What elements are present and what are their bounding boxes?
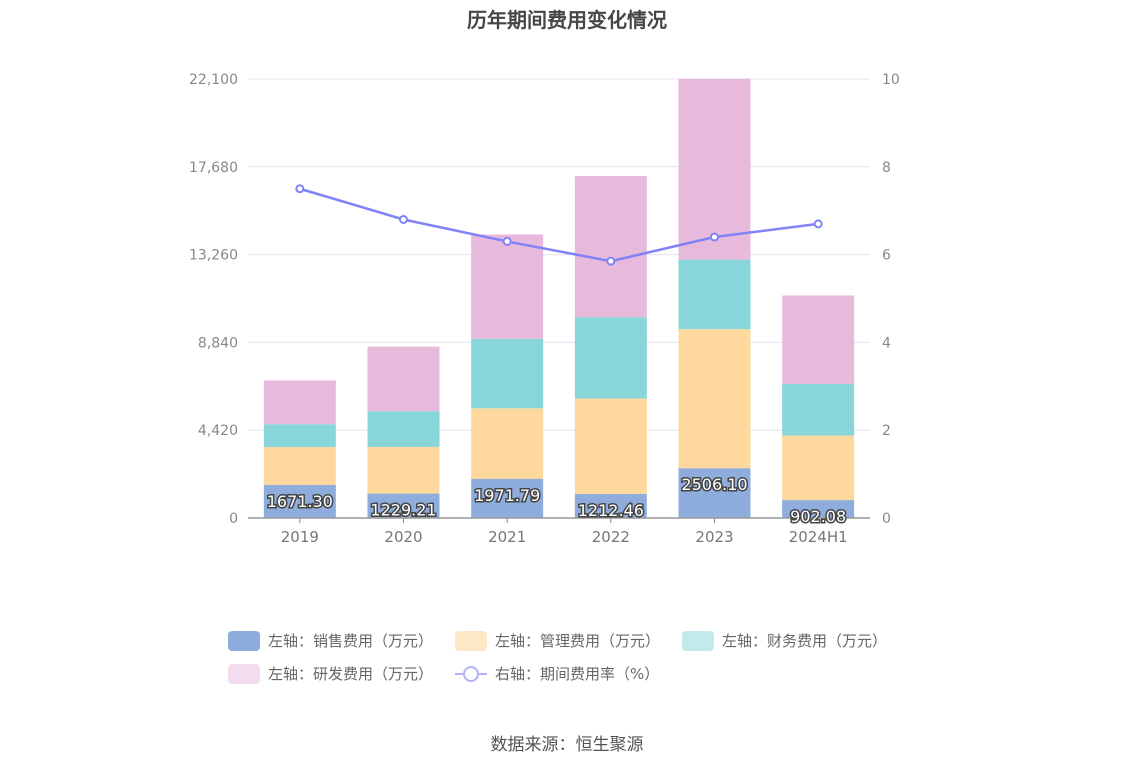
- bar-segment-sales: [782, 500, 855, 518]
- y-left-tick-label: 0: [229, 511, 238, 527]
- bar-data-label: 1671.30: [267, 492, 333, 511]
- bar-segment-finance: [574, 317, 647, 399]
- bar-segment-finance: [367, 411, 440, 447]
- x-tick-label: 2023: [695, 528, 733, 546]
- y-left-tick-label: 22,100: [189, 72, 238, 88]
- bar-segment-rnd: [782, 295, 855, 384]
- x-tick-label: 2020: [384, 528, 422, 546]
- legend-item-sales[interactable]: 左轴：销售费用（万元）: [228, 630, 433, 651]
- bar-segment-rnd: [367, 346, 440, 412]
- legend-label-rnd: 左轴：研发费用（万元）: [268, 665, 434, 683]
- bar-segment-sales: [471, 478, 544, 518]
- bar-segment-rnd: [574, 176, 647, 318]
- bar-segment-admin: [574, 398, 647, 494]
- y-left-tick-label: 4,420: [198, 423, 238, 439]
- legend-label-sales: 左轴：销售费用（万元）: [268, 632, 434, 650]
- x-tick-label: 2024H1: [789, 528, 848, 546]
- legend-swatch-admin: [455, 630, 488, 651]
- legend-label-admin: 左轴：管理费用（万元）: [495, 632, 661, 650]
- bar-segment-sales: [678, 468, 751, 518]
- legend-label-rate: 右轴：期间费用率（%）: [495, 665, 660, 683]
- y-left-tick-label: 17,680: [189, 160, 238, 176]
- rate-point: [710, 232, 719, 242]
- legend-swatch-sales: [228, 630, 260, 651]
- legend: 左轴：销售费用（万元） 左轴：管理费用（万元） 左轴：财务费用（万元） 左轴：研…: [228, 630, 928, 696]
- bar-segment-finance: [782, 383, 855, 436]
- bar-segment-finance: [678, 259, 751, 330]
- bar-segment-sales: [367, 493, 440, 518]
- legend-item-finance[interactable]: 左轴：财务费用（万元）: [682, 630, 887, 651]
- rate-point: [813, 219, 823, 229]
- legend-swatch-finance: [682, 630, 715, 651]
- bar-data-label: 1229.21: [370, 501, 436, 520]
- legend-item-admin[interactable]: 左轴：管理费用（万元）: [455, 630, 660, 651]
- y-right-tick-label: 8: [882, 160, 891, 176]
- data-source: 数据来源：恒生聚源: [490, 735, 644, 755]
- y-right-tick-label: 0: [882, 511, 891, 527]
- rate-line: [299, 187, 819, 263]
- x-tick-label: 2022: [592, 528, 630, 546]
- bar-segment-rnd: [263, 380, 336, 425]
- bar-segment-admin: [678, 329, 751, 469]
- y-right-tick-label: 6: [882, 248, 891, 264]
- bar-segment-finance: [263, 424, 336, 448]
- bar-data-label: 1212.46: [578, 501, 644, 520]
- bar-segment-admin: [471, 408, 544, 479]
- x-tick-label: 2021: [488, 528, 526, 546]
- bar-segment-admin: [782, 435, 855, 501]
- x-tick-label: 2019: [281, 528, 319, 546]
- y-left-tick-label: 8,840: [198, 335, 238, 351]
- rate-point: [606, 256, 616, 266]
- bar-segment-sales: [574, 493, 647, 518]
- legend-swatch-rate: [455, 664, 488, 684]
- legend-label-finance: 左轴：财务费用（万元）: [722, 632, 888, 650]
- rate-point: [502, 236, 512, 246]
- legend-item-rnd[interactable]: 左轴：研发费用（万元）: [228, 663, 433, 684]
- bar-segment-admin: [263, 447, 336, 485]
- rate-point: [295, 184, 305, 194]
- bar-segment-rnd: [471, 234, 544, 339]
- y-right-tick-label: 10: [882, 72, 900, 88]
- bar-data-label: 2506.10: [681, 475, 747, 494]
- bar-segment-rnd: [678, 78, 751, 260]
- bar-segment-admin: [367, 446, 440, 494]
- bar-data-label: 1971.79: [474, 486, 540, 505]
- y-right-tick-label: 4: [882, 335, 891, 351]
- rate-point: [399, 214, 408, 224]
- chart-title: 历年期间费用变化情况: [467, 8, 667, 32]
- bar-data-label: 902.08: [790, 507, 846, 526]
- legend-item-rate[interactable]: 右轴：期间费用率（%）: [455, 663, 659, 684]
- y-right-tick-label: 2: [882, 423, 891, 439]
- bar-segment-sales: [263, 484, 336, 518]
- bar-segment-finance: [471, 338, 544, 409]
- y-left-tick-label: 13,260: [189, 248, 238, 264]
- legend-swatch-rnd: [228, 663, 260, 684]
